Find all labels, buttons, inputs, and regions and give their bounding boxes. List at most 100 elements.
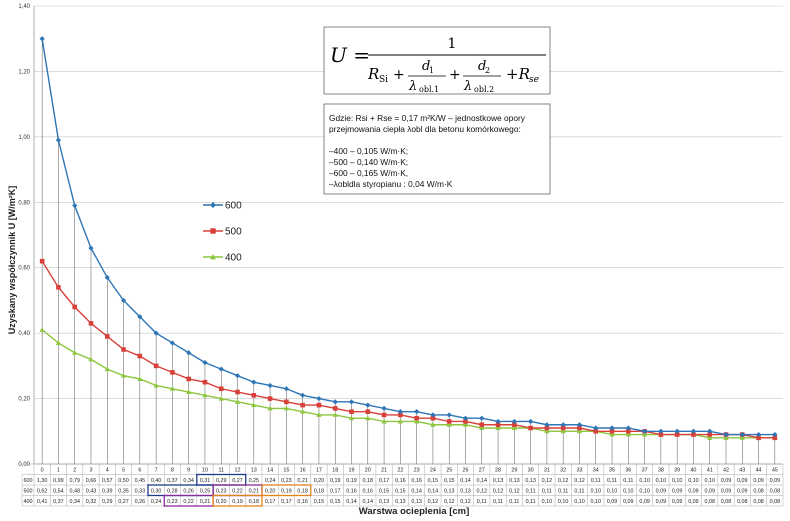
formula-term: R: [367, 65, 379, 83]
note-line: przejmowania ciepła λobl dla betonu komó…: [329, 124, 521, 134]
table-cell: 0,21: [297, 478, 308, 484]
table-cell: 0,14: [428, 489, 439, 495]
point-400: [218, 395, 224, 401]
point-400: [511, 425, 517, 431]
formula-denominator: R Si +d1λ obl.1+d2λ obl.2+R se: [367, 59, 539, 94]
table-cell: 0,26: [183, 489, 194, 495]
formula-subscript: 2: [485, 66, 490, 75]
point-500: [691, 432, 696, 437]
point-600: [202, 359, 208, 366]
table-cell: 0,11: [591, 478, 601, 484]
table-cell: 0,22: [232, 489, 243, 495]
point-500: [251, 393, 257, 398]
table-cell: 0,08: [721, 499, 732, 505]
table-cell: 0,29: [216, 478, 227, 484]
table-cell: 0,12: [444, 499, 455, 505]
point-600: [593, 425, 599, 431]
point-600: [772, 431, 778, 438]
table-cell: 0,12: [493, 489, 504, 495]
table-cell: 0,43: [86, 489, 97, 495]
point-500: [414, 415, 419, 421]
series-line-600: [41, 38, 775, 436]
table-cell: 0,16: [346, 489, 357, 495]
table-cell: 0,99: [53, 478, 64, 484]
table-cell: 0,25: [249, 478, 260, 484]
table-cell: 0,23: [167, 499, 178, 505]
x-tick-label: 21: [381, 468, 387, 474]
table-cell: 0,26: [135, 499, 146, 505]
point-400: [104, 366, 110, 372]
table-cell: 0,13: [379, 499, 390, 505]
x-tick-label: 40: [690, 468, 696, 474]
table-cell: 0,08: [753, 499, 764, 505]
point-400: [430, 422, 436, 427]
point-400: [39, 327, 45, 332]
y-tick-label: 1,20: [18, 69, 30, 75]
point-500: [88, 321, 94, 326]
point-500: [170, 370, 175, 375]
point-400: [414, 418, 420, 424]
point-500: [137, 353, 143, 359]
y-tick-label: 1,40: [18, 4, 30, 10]
formula-term: +R: [506, 65, 530, 83]
point-500: [332, 406, 338, 411]
point-400: [283, 405, 289, 411]
table-cell: 0,13: [411, 499, 422, 505]
table-cell: 0,54: [53, 489, 64, 495]
point-400: [267, 405, 273, 411]
table-cell: 0,16: [411, 478, 422, 484]
table-cell: 0,40: [151, 478, 162, 484]
table-cell: 0,11: [623, 478, 633, 484]
formula-lhs: U =: [330, 43, 370, 67]
x-tick-label: 3: [89, 468, 92, 474]
point-500: [658, 432, 664, 437]
x-tick-label: 13: [251, 468, 257, 474]
table-cell: 0,18: [363, 478, 374, 484]
table-cell: 0,09: [639, 499, 650, 505]
table-cell: 0,28: [167, 489, 178, 495]
table-cell: 0,09: [656, 499, 667, 505]
x-tick-label: 44: [756, 468, 762, 474]
table-cell: 1,30: [37, 478, 48, 484]
x-tick-label: 17: [316, 468, 322, 474]
point-400: [495, 425, 501, 431]
formula-term: d: [422, 59, 430, 74]
table-cell: 0,79: [69, 478, 80, 484]
note-line: –λobldla styropianu : 0,04 W/m·K: [329, 179, 453, 189]
x-tick-label: 34: [593, 468, 599, 474]
formula-subscript: obl.2: [474, 85, 494, 94]
point-400: [625, 431, 631, 437]
table-cell: 0,10: [574, 499, 585, 505]
note-line: Gdzie: Rsi + Rse = 0,17 m²K/W – jednostk…: [329, 113, 526, 123]
legend-label-500: 500: [225, 227, 242, 238]
table-cell: 0,10: [688, 478, 699, 484]
table-cell: 0,21: [200, 499, 211, 505]
table-cell: 0,09: [737, 489, 748, 495]
point-400: [316, 412, 322, 417]
point-500: [674, 432, 680, 437]
table-cell: 0,09: [672, 489, 683, 495]
y-tick-label: 0,40: [18, 331, 30, 337]
point-400: [479, 425, 485, 431]
point-600: [186, 350, 192, 356]
y-tick-label: 0,80: [18, 200, 30, 206]
table-cell: 0,20: [265, 489, 276, 495]
table-cell: 0,37: [167, 478, 178, 484]
legend-label-400: 400: [225, 253, 242, 264]
point-400: [381, 418, 387, 424]
table-cell: 0,10: [656, 478, 667, 484]
table-cell: 0,09: [753, 478, 764, 484]
table-cell: 0,24: [265, 478, 276, 484]
table-cell: 0,48: [69, 489, 80, 495]
point-400: [348, 415, 355, 421]
table-cell: 0,66: [86, 478, 97, 484]
point-400: [55, 340, 62, 345]
formula-operator: +: [393, 67, 405, 83]
point-500: [235, 389, 240, 395]
table-cell: 0,13: [460, 489, 471, 495]
table-cell: 0,31: [200, 478, 211, 484]
table-cell: 0,11: [509, 499, 519, 505]
point-500: [39, 258, 45, 264]
table-cell: 0,13: [444, 489, 455, 495]
table-highlight: [212, 494, 263, 507]
